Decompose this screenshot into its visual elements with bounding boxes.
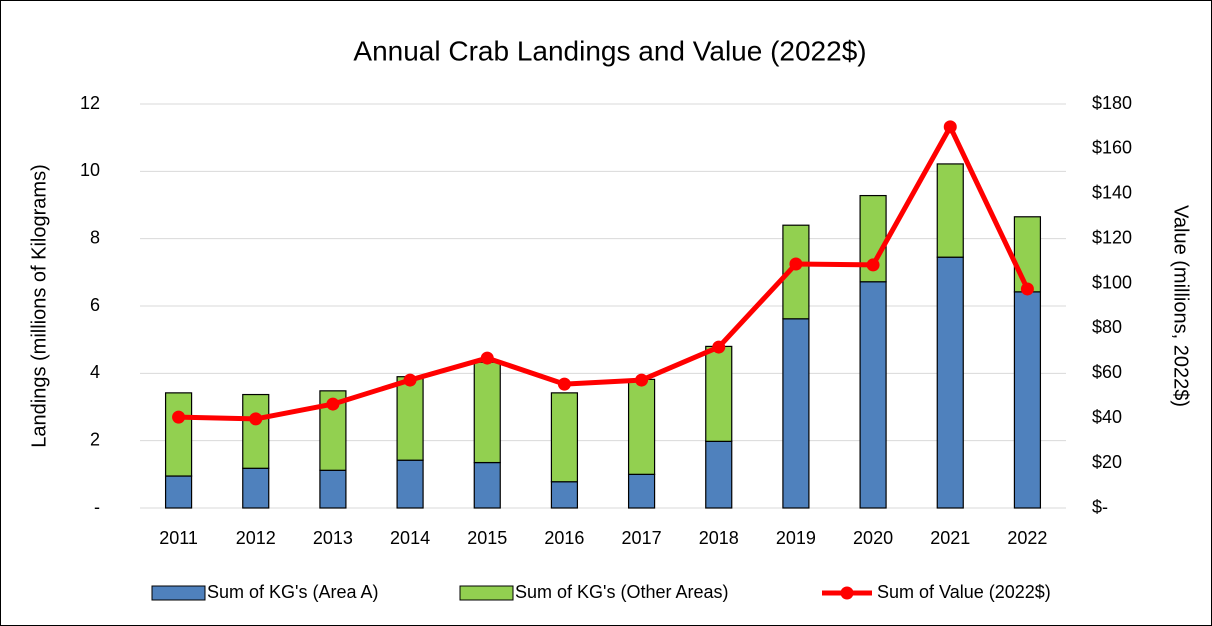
bar bbox=[164, 392, 193, 477]
x-tick-label: 2013 bbox=[313, 528, 353, 548]
marker bbox=[249, 412, 263, 426]
y-axis-label: Landings (millions of Kilograms) bbox=[28, 164, 50, 447]
bar bbox=[936, 163, 964, 258]
legend-swatch bbox=[151, 585, 206, 601]
bar bbox=[627, 378, 656, 475]
marker bbox=[326, 397, 340, 411]
marker bbox=[403, 373, 417, 387]
y2-tick-label: $- bbox=[1092, 497, 1108, 517]
line bbox=[178, 124, 1030, 422]
bar bbox=[859, 281, 887, 509]
y2-tick-label: $180 bbox=[1092, 93, 1132, 113]
y-tick-label: 12 bbox=[80, 93, 100, 113]
y2-tick-label: $60 bbox=[1092, 362, 1122, 382]
y-tick-label: - bbox=[94, 497, 100, 517]
marker bbox=[943, 120, 957, 134]
marker bbox=[712, 340, 726, 354]
x-tick-label: 2022 bbox=[1007, 528, 1047, 548]
y2-tick-label: $140 bbox=[1092, 183, 1132, 203]
marker bbox=[866, 258, 880, 272]
x-tick-label: 2017 bbox=[622, 528, 662, 548]
bar bbox=[242, 393, 270, 469]
bar bbox=[473, 361, 501, 464]
bar bbox=[242, 467, 270, 509]
bar bbox=[396, 376, 424, 461]
y2-tick-label: $40 bbox=[1092, 407, 1122, 427]
x-tick-label: 2014 bbox=[390, 528, 430, 548]
marker bbox=[635, 373, 649, 387]
legend-label: Sum of Value (2022$) bbox=[877, 582, 1051, 602]
bar bbox=[396, 459, 424, 509]
x-tick-label: 2020 bbox=[853, 528, 893, 548]
legend-swatch bbox=[459, 585, 514, 601]
x-tick-label: 2011 bbox=[159, 528, 198, 548]
y2-tick-label: $80 bbox=[1092, 317, 1122, 337]
bar bbox=[164, 475, 193, 509]
bar bbox=[936, 256, 964, 509]
x-tick-label: 2018 bbox=[699, 528, 739, 548]
y-tick-label: 8 bbox=[90, 227, 100, 247]
bar bbox=[782, 318, 810, 509]
x-tick-label: 2021 bbox=[930, 528, 970, 548]
y2-axis-label: Value (millions, 2022$) bbox=[1170, 205, 1192, 407]
x-tick-label: 2016 bbox=[544, 528, 584, 548]
bar bbox=[1013, 216, 1042, 293]
bar bbox=[1013, 291, 1042, 509]
y2-tick-label: $100 bbox=[1092, 272, 1132, 292]
bar bbox=[319, 469, 347, 509]
x-tick-label: 2012 bbox=[236, 528, 276, 548]
marker bbox=[1020, 282, 1034, 296]
marker bbox=[172, 410, 186, 424]
bar bbox=[705, 440, 733, 509]
bar bbox=[627, 473, 656, 509]
y-tick-label: 2 bbox=[90, 429, 100, 449]
x-tick-label: 2019 bbox=[776, 528, 816, 548]
bar bbox=[473, 461, 501, 509]
marker bbox=[557, 377, 571, 391]
bar bbox=[550, 481, 579, 509]
chart-title: Annual Crab Landings and Value (2022$) bbox=[353, 35, 866, 66]
marker bbox=[789, 257, 803, 271]
y2-tick-label: $120 bbox=[1092, 227, 1132, 247]
marker bbox=[480, 351, 494, 365]
x-tick-label: 2015 bbox=[467, 528, 507, 548]
y-tick-label: 4 bbox=[90, 362, 100, 382]
bar bbox=[705, 345, 733, 442]
y2-tick-label: $160 bbox=[1092, 138, 1132, 158]
legend-label: Sum of KG's (Other Areas) bbox=[515, 582, 729, 602]
bar bbox=[550, 392, 579, 483]
legend-swatch-marker bbox=[840, 586, 854, 600]
y-tick-label: 6 bbox=[90, 295, 100, 315]
legend-label: Sum of KG's (Area A) bbox=[207, 582, 379, 602]
y2-tick-label: $20 bbox=[1092, 452, 1122, 472]
y-tick-label: 10 bbox=[80, 160, 100, 180]
